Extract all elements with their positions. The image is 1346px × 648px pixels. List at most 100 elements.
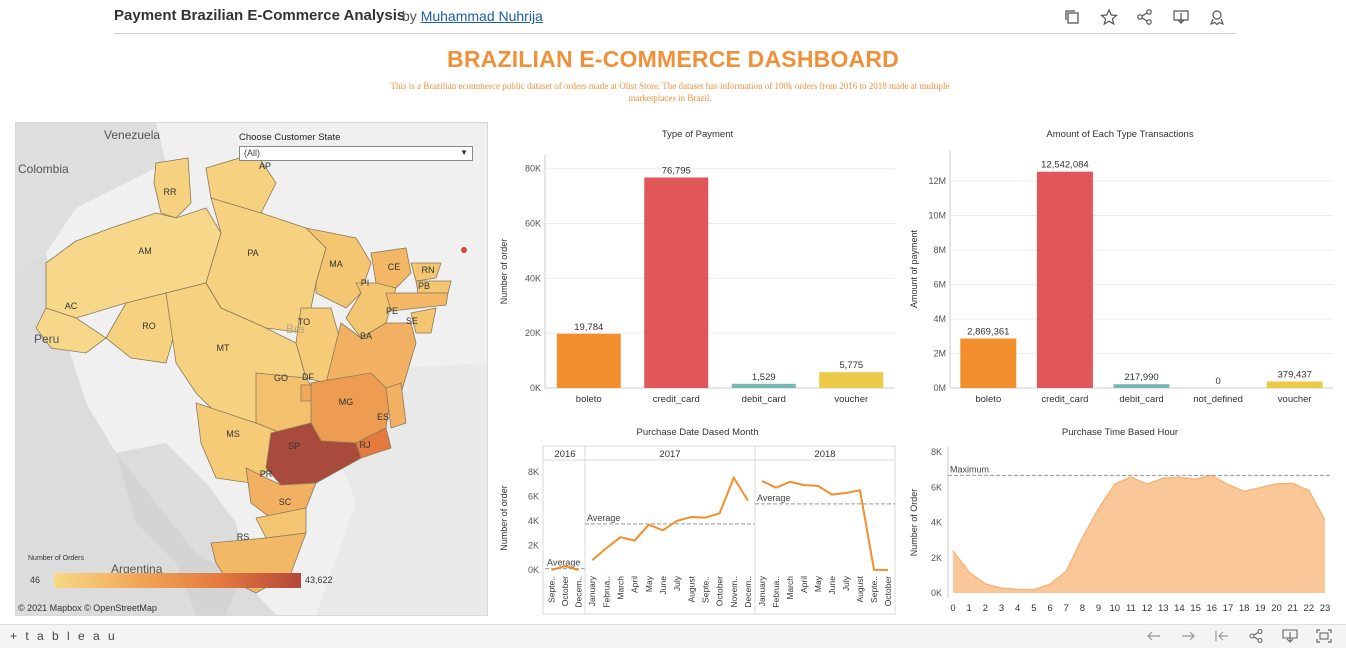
tableau-footer: + t a b l e a u [0,624,1346,648]
bar-debit-card[interactable] [1113,384,1170,388]
state-label: PI [361,278,370,288]
purchase-month-chart[interactable]: Purchase Date Dased Month 0K 2K 4K 6K 8K 2016… [495,424,900,619]
x-tick-label: May [644,575,654,592]
share-icon[interactable] [1134,8,1156,26]
x-tick-label: 19 [1255,603,1266,614]
redo-icon[interactable] [1176,628,1200,644]
y-tick-label: 8K [931,447,942,457]
fullscreen-icon[interactable] [1312,628,1336,644]
y-axis-label: Number of order [499,239,509,305]
state-label: PE [386,306,398,316]
x-tick-label: Februa.. [771,576,781,608]
y-axis-label: Number of Order [909,489,919,557]
x-tick-label: August [855,575,865,602]
data-label: 5,775 [839,360,863,371]
state-rj [355,427,392,459]
download-icon[interactable] [1278,628,1302,644]
x-tick-label: 22 [1304,603,1315,614]
map-marker [461,247,467,253]
bar-credit-card[interactable] [1036,171,1093,388]
share-icon[interactable] [1244,628,1268,644]
state-label: TO [298,317,310,327]
x-tick-label: June [827,576,837,595]
data-label: 379,437 [1278,369,1312,380]
state-filter-dropdown[interactable]: (All) ▼ [239,146,473,161]
chevron-down-icon: ▼ [460,148,468,157]
revert-icon[interactable] [1210,628,1234,644]
profile-icon[interactable] [1206,8,1228,26]
bar-voucher[interactable] [819,372,884,388]
place-label: Venezuela [104,128,160,142]
state-label: MG [339,397,354,407]
x-tick-label: boleto [576,394,602,405]
state-ce [370,247,412,289]
bar-boleto[interactable] [556,333,621,388]
payment-amount-chart[interactable]: Amount of Each Type Transactions 0M 2M 4M 6… [905,125,1335,420]
bar-boleto[interactable] [960,338,1017,388]
x-tick-label: 15 [1190,603,1201,614]
filter-label: Choose Customer State [239,132,341,143]
y-tick-label: 6K [528,492,539,502]
state-label: PA [247,248,258,258]
map-land-north [16,123,166,273]
x-tick-label: January [757,575,767,606]
x-tick-label: debit_card [1119,394,1163,405]
state-es [385,382,407,429]
state-label: AP [259,161,271,171]
x-tick-label: Novem.. [729,576,739,608]
state-ma [304,227,372,309]
series-line-2018 [761,480,889,571]
data-label: 2,869,361 [967,327,1009,338]
author-link[interactable]: Muhammad Nuhrija [420,8,543,24]
y-tick-label: 0M [933,383,946,393]
y-tick-label: 8K [528,467,539,477]
chart-title: Purchase Time Based Hour [1061,427,1179,438]
bar-debit-card[interactable] [731,383,796,388]
star-icon[interactable] [1098,8,1120,26]
year-header: 2017 [659,449,680,460]
legend-max: 43,622 [305,575,333,585]
brazil-map[interactable]: Venezuela Colombia Peru Argentina Bra RR… [15,122,488,616]
y-tick-label: 4M [933,314,946,324]
x-tick-label: July [841,575,851,591]
x-tick-label: 13 [1158,603,1169,614]
undo-icon[interactable] [1142,628,1166,644]
y-tick-label: 2K [931,553,942,563]
payment-type-chart[interactable]: Type of Payment 0K 20K 40K 60K 80K 19,784 bole… [495,125,900,420]
average-label: Average [587,513,620,523]
y-tick-label: 12M [928,176,946,186]
y-tick-label: 8M [933,245,946,255]
chart-frame [542,445,896,615]
payment-amount-svg: 0M 2M 4M 6M 8M 10M 12M 2,869,361 boleto 12,542,08… [909,150,1333,405]
state-se [410,307,437,334]
state-pe [385,292,449,312]
state-label: RR [164,187,177,197]
y-tick-label: 20K [525,328,541,338]
y-tick-label: 10M [928,211,946,221]
download-icon[interactable] [1170,8,1192,26]
bar-credit-card[interactable] [644,177,709,388]
area-line [952,474,1326,591]
x-tick-label: 9 [1096,603,1101,614]
legend-color-ramp [54,573,301,588]
place-label: Argentina [111,562,163,576]
copy-icon[interactable] [1062,8,1084,26]
tableau-logo[interactable]: + t a b l e a u [10,629,118,643]
state-label: ES [377,412,389,422]
map-credit[interactable]: © 2021 Mapbox © OpenStreetMap [18,603,157,613]
data-label: 1,529 [752,372,776,383]
bar-voucher[interactable] [1266,381,1323,388]
header-divider [114,33,1236,34]
legend-title: Number of Orders [28,555,85,562]
purchase-hour-chart[interactable]: Purchase Time Based Hour 0K 2K 4K 6K 8K Maxim… [905,424,1335,619]
x-tick-label: Decem.. [743,576,753,608]
series-line-2016 [551,564,579,571]
x-tick-label: credit_card [1041,394,1088,405]
x-tick-label: August [686,575,696,602]
x-tick-label: 6 [1047,603,1052,614]
x-tick-label: 3 [999,603,1004,614]
maximum-label: Maximum [950,464,989,474]
payment-type-svg: 0K 20K 40K 60K 80K 19,784 boleto 76,795 credit_c… [499,155,895,405]
